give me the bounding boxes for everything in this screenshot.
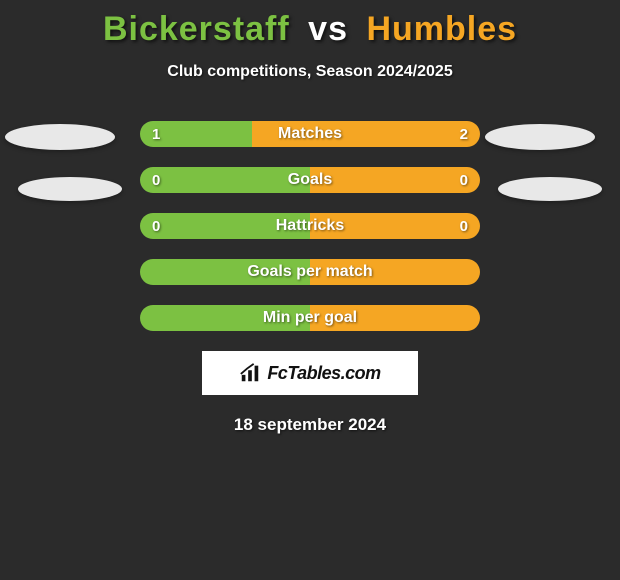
subtitle: Club competitions, Season 2024/2025 <box>0 63 620 81</box>
stat-right-value: 0 <box>460 213 468 239</box>
player1-name: Bickerstaff <box>103 10 290 48</box>
chart-icon <box>239 362 261 384</box>
stat-row: 0 Goals 0 <box>140 167 480 193</box>
stat-row: 0 Hattricks 0 <box>140 213 480 239</box>
comparison-title: Bickerstaff vs Humbles <box>0 0 620 49</box>
stat-row: 1 Matches 2 <box>140 121 480 147</box>
stat-label: Goals per match <box>140 259 480 285</box>
stat-label: Min per goal <box>140 305 480 331</box>
logo-text: FcTables.com <box>267 363 380 384</box>
player2-name: Humbles <box>366 10 517 48</box>
team2-badge <box>485 124 595 150</box>
stat-right-value: 2 <box>460 121 468 147</box>
stat-label: Goals <box>140 167 480 193</box>
date-text: 18 september 2024 <box>0 415 620 435</box>
stat-row: Min per goal <box>140 305 480 331</box>
vs-text: vs <box>308 10 348 48</box>
stat-right-value: 0 <box>460 167 468 193</box>
stat-label: Hattricks <box>140 213 480 239</box>
stat-row: Goals per match <box>140 259 480 285</box>
source-logo: FcTables.com <box>202 351 418 395</box>
team2-badge <box>498 177 602 201</box>
stat-label: Matches <box>140 121 480 147</box>
stat-rows: 1 Matches 2 0 Goals 0 0 Hattricks 0 Goal… <box>0 121 620 331</box>
team1-badge <box>18 177 122 201</box>
team1-badge <box>5 124 115 150</box>
